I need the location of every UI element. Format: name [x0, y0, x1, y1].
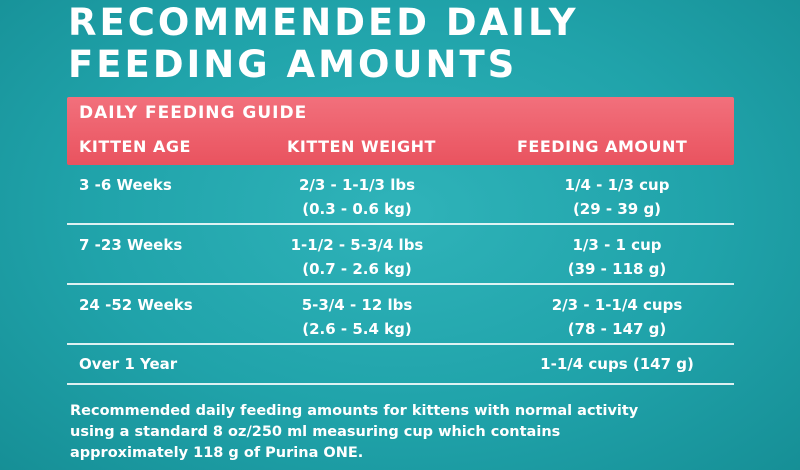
cell-age: Over 1 Year — [79, 355, 178, 373]
guide-header: DAILY FEEDING GUIDE KITTEN AGE KITTEN WE… — [67, 97, 734, 165]
cell-age: 24 -52 Weeks — [79, 296, 193, 314]
table-row: 24 -52 Weeks 5-3/4 - 12 lbs (2.6 - 5.4 k… — [67, 285, 734, 345]
table-row: 3 -6 Weeks 2/3 - 1-1/3 lbs (0.3 - 0.6 kg… — [67, 165, 734, 225]
cell-amount-cups: 1/3 - 1 cup — [572, 236, 662, 254]
title-line-1: RECOMMENDED DAILY — [68, 1, 579, 44]
title-line-2: FEEDING AMOUNTS — [68, 43, 518, 86]
cell-weight: 1-1/2 - 5-3/4 lbs (0.7 - 2.6 kg) — [282, 233, 432, 281]
table-row: 7 -23 Weeks 1-1/2 - 5-3/4 lbs (0.7 - 2.6… — [67, 225, 734, 285]
cell-weight-lbs: 5-3/4 - 12 lbs — [301, 296, 413, 314]
cell-amount-grams: (39 - 118 g) — [567, 260, 667, 278]
cell-amount-grams: (29 - 39 g) — [572, 200, 662, 218]
footnote-line-1: Recommended daily feeding amounts for ki… — [70, 403, 639, 419]
footnote-line-3: approximately 118 g of Purina ONE. — [70, 445, 364, 461]
cell-amount: 1-1/4 cups (147 g) — [512, 352, 722, 376]
table-row: Over 1 Year 1-1/4 cups (147 g) — [67, 345, 734, 385]
cell-amount-cups: 1/4 - 1/3 cup — [564, 176, 670, 194]
cell-age: 7 -23 Weeks — [79, 236, 183, 254]
guide-title: DAILY FEEDING GUIDE — [79, 103, 308, 123]
cell-weight-lbs: 1-1/2 - 5-3/4 lbs — [290, 236, 424, 254]
footnote: Recommended daily feeding amounts for ki… — [70, 401, 638, 464]
cell-weight-kg: (0.3 - 0.6 kg) — [302, 200, 412, 218]
cell-weight-kg: (2.6 - 5.4 kg) — [302, 320, 412, 338]
cell-amount-grams: (78 - 147 g) — [567, 320, 667, 338]
cell-amount-cups: 1-1/4 cups (147 g) — [540, 355, 694, 373]
cell-weight: 5-3/4 - 12 lbs (2.6 - 5.4 kg) — [282, 293, 432, 341]
cell-amount: 1/3 - 1 cup (39 - 118 g) — [512, 233, 722, 281]
column-header-age: KITTEN AGE — [79, 137, 191, 156]
cell-weight-kg: (0.7 - 2.6 kg) — [302, 260, 412, 278]
cell-amount-cups: 2/3 - 1-1/4 cups — [551, 296, 683, 314]
feeding-guide-table: DAILY FEEDING GUIDE KITTEN AGE KITTEN WE… — [67, 97, 734, 385]
page-title: RECOMMENDED DAILY FEEDING AMOUNTS — [68, 2, 579, 86]
cell-age: 3 -6 Weeks — [79, 176, 172, 194]
cell-amount: 1/4 - 1/3 cup (29 - 39 g) — [512, 173, 722, 221]
column-header-amount: FEEDING AMOUNT — [517, 137, 688, 156]
cell-weight: 2/3 - 1-1/3 lbs (0.3 - 0.6 kg) — [282, 173, 432, 221]
footnote-line-2: using a standard 8 oz/250 ml measuring c… — [70, 424, 561, 440]
cell-amount: 2/3 - 1-1/4 cups (78 - 147 g) — [512, 293, 722, 341]
cell-weight-lbs: 2/3 - 1-1/3 lbs — [298, 176, 416, 194]
column-header-weight: KITTEN WEIGHT — [287, 137, 436, 156]
